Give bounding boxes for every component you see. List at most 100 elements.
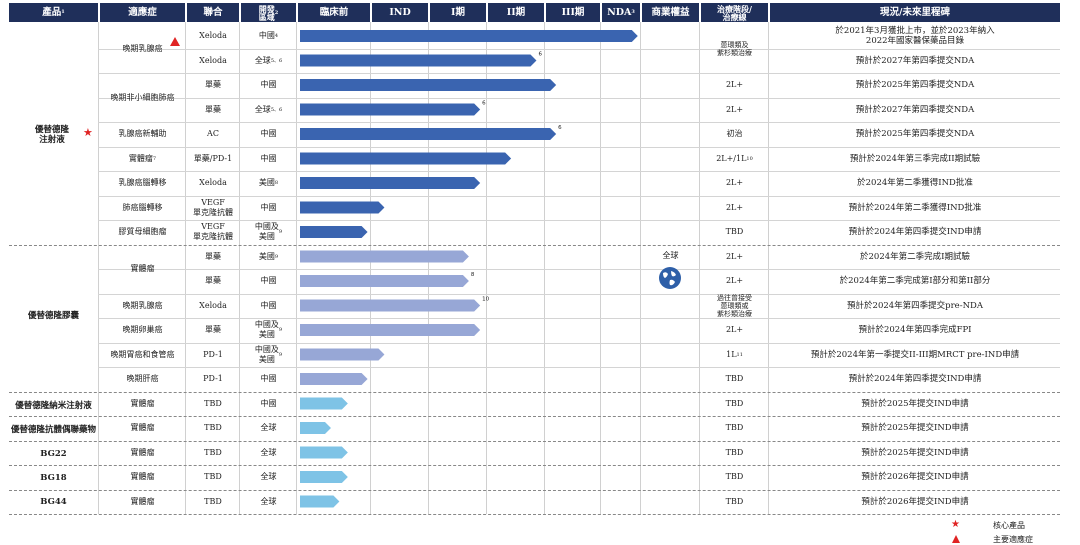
region-cell: 全球 (241, 490, 296, 515)
indication-text: 晚期乳腺癌 (122, 300, 163, 310)
combo-cell: TBD (187, 465, 239, 490)
status-cell: 預計於2024年第二季獲得IND批准 (770, 196, 1060, 221)
combo-text: PD-1 (203, 374, 223, 384)
combo-text: 單藥/PD-1 (193, 153, 233, 163)
indication-text: 晚期卵巢癌 (122, 325, 163, 335)
status-cell: 預計於2026年提交IND申請 (770, 490, 1060, 515)
header-combo: 聯合 (187, 3, 239, 22)
status-text: 預計於2024年第四季完成FPI (858, 325, 972, 336)
indication-cell: 膠質母細胞瘤 (100, 220, 185, 245)
pipeline-bar (300, 226, 368, 238)
column-divider (98, 22, 99, 514)
product-2-label: 優替德隆納米注射液 (15, 401, 92, 411)
legend-star-text: 核心產品 (993, 520, 1025, 531)
region-cell: 中國 4 (241, 24, 296, 49)
region-text: 全球 (260, 496, 277, 506)
status-text: 於2024年第二季完成第I部分和第II部分 (839, 276, 991, 287)
combo-text: 單藥 (205, 276, 221, 286)
row-divider (9, 514, 1060, 515)
pipeline-bar (300, 373, 368, 385)
header-nda: NDA 3 (602, 3, 640, 22)
status-text: 於2021年3月獲批上市，並於2023年納入 2022年國家醫保藥品目錄 (835, 26, 995, 47)
line-text: 2L+ (725, 276, 744, 286)
line-cell: 2L+/1L 10 (701, 147, 768, 172)
product-5-label: BG18 (40, 473, 67, 483)
header-product-label: 產品 (42, 7, 62, 18)
indication-cell: 乳腺癌新輔助 (100, 122, 185, 147)
row-divider (98, 48, 1060, 50)
region-text: 中國 (260, 276, 277, 286)
combo-text: Xeloda (199, 300, 227, 310)
line-cell: TBD (701, 465, 768, 490)
header-phase1: I期 (430, 3, 486, 22)
indication-cell: 晚期乳腺癌 (100, 24, 185, 73)
status-text: 預計於2027年第四季提交NDA (855, 104, 975, 115)
commercial-text: 全球 (662, 251, 679, 260)
indication-cell: 晚期非小細胞肺癌 (100, 73, 185, 122)
status-text: 於2024年第二季獲得IND批准 (857, 178, 973, 189)
row-divider (98, 171, 1060, 172)
header-commercial-label: 商業權益 (651, 7, 690, 18)
line-cell: TBD (701, 392, 768, 417)
row-divider (9, 416, 1060, 417)
status-text: 於2024年第二季完成I期試驗 (860, 251, 970, 262)
header-ind: IND (372, 3, 428, 22)
line-text: TBD (725, 374, 744, 384)
bar-footnote: 6 (538, 52, 542, 58)
header-region-label: 開發 區域 (258, 3, 275, 22)
column-divider (544, 22, 545, 514)
pipeline-bar (300, 324, 481, 336)
status-cell: 於2021年3月獲批上市，並於2023年納入 2022年國家醫保藥品目錄 (770, 24, 1060, 49)
combo-text: PD-1 (203, 349, 223, 359)
region-text: 中國 (260, 80, 277, 90)
indication-text: 實體瘤 (128, 153, 153, 163)
status-cell: 預計於2025年提交IND申請 (770, 416, 1060, 441)
header-product-sup: 1 (61, 9, 65, 15)
region-cell: 中國及 美國 9 (241, 318, 296, 343)
combo-cell: 單藥/PD-1 (187, 147, 239, 172)
combo-cell: TBD (187, 392, 239, 417)
header-region: 開發 區域 2 (241, 3, 296, 22)
legend-triangle-icon (952, 535, 960, 543)
line-text: TBD (725, 447, 744, 457)
status-text: 預計於2024年第四季提交IND申請 (848, 227, 982, 238)
header-line-label: 治療階段/ 治療線 (717, 3, 752, 22)
line-text: 2L+/1L (716, 153, 747, 163)
region-cell: 中國及 美國 9 (241, 220, 296, 245)
pipeline-bar (300, 471, 348, 483)
header-indication-label: 適應症 (128, 7, 157, 18)
combo-cell: 單藥 (187, 98, 239, 123)
status-cell: 於2024年第二季完成I期試驗 (770, 245, 1060, 270)
combo-cell: PD-1 (187, 367, 239, 392)
product-1: 優替德隆膠囊 (9, 306, 98, 326)
indication-text: 肺癌腦轉移 (122, 202, 163, 212)
row-divider (9, 391, 1060, 393)
combo-text: TBD (204, 423, 222, 433)
region-sup: 9 (278, 327, 283, 334)
bar-footnote: 6 (558, 125, 562, 131)
status-cell: 預計於2025年第四季提交NDA (770, 122, 1060, 147)
indication-cell: 晚期乳腺癌 (100, 294, 185, 319)
region-cell: 全球 (241, 465, 296, 490)
line-text: 2L+ (725, 202, 744, 212)
region-text: 全球 (260, 472, 277, 482)
pipeline-bar (300, 152, 512, 165)
combo-cell: TBD (187, 490, 239, 515)
header-combo-label: 聯合 (203, 7, 223, 18)
indication-text: 晚期肝癌 (126, 374, 159, 384)
region-text: 中國及 美國 (254, 344, 279, 364)
line-text: TBD (725, 398, 744, 408)
indication-cell: 晚期卵巢癌 (100, 318, 185, 343)
status-cell: 預計於2024年第一季提交II-III期MRCT pre-IND申請 (770, 343, 1060, 368)
pipeline-bar (300, 250, 469, 263)
row-divider (9, 244, 1060, 246)
status-cell: 預計於2026年提交IND申請 (770, 465, 1060, 490)
line-text: TBD (725, 227, 744, 237)
pipeline-bar (300, 422, 331, 434)
header-phase3: III期 (546, 3, 600, 22)
line-cell: 2L+ (701, 269, 768, 294)
region-text: 全球 (254, 55, 271, 65)
region-cell: 中國 (241, 294, 296, 319)
status-cell: 預計於2027年第四季提交NDA (770, 98, 1060, 123)
pipeline-bar (300, 397, 348, 410)
